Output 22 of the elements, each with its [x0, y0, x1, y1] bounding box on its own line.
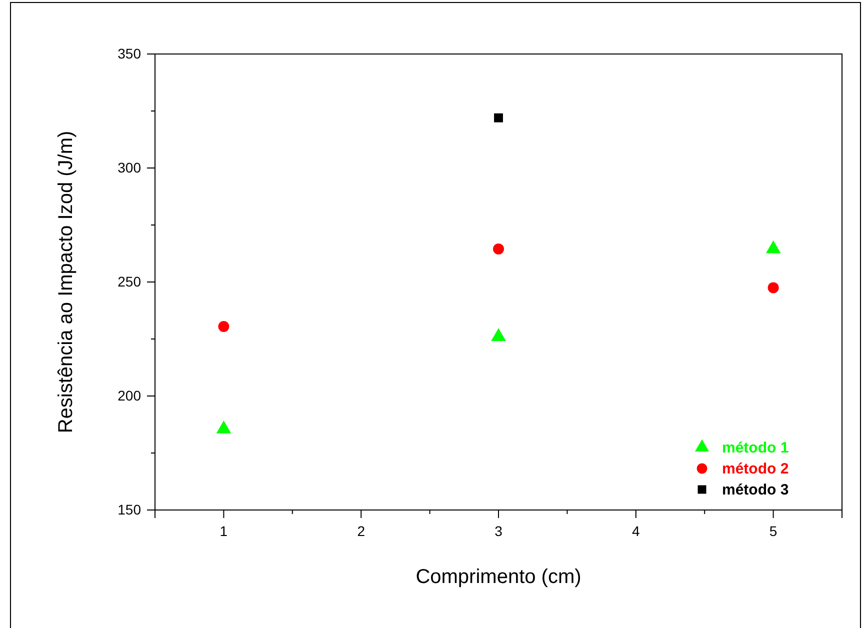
point — [768, 282, 779, 294]
y-tick-label: 250 — [118, 273, 142, 290]
x-tick-label: 2 — [357, 522, 366, 539]
point — [218, 320, 230, 332]
legend-label: método 1 — [722, 440, 789, 456]
legend-label: método 2 — [722, 460, 789, 478]
y-tick-label: 350 — [118, 45, 142, 62]
x-tick-label: 1 — [220, 522, 228, 539]
y-tick-label: 150 — [118, 501, 142, 518]
y-tick-label: 200 — [118, 387, 142, 404]
point — [491, 328, 506, 341]
y-tick-label: 300 — [118, 159, 142, 176]
x-tick-label: 3 — [494, 522, 503, 539]
x-tick-label: 4 — [632, 522, 640, 539]
x-axis-title: Comprimento (cm) — [416, 566, 582, 588]
point — [493, 243, 504, 254]
point — [766, 240, 781, 254]
legend-label: método 3 — [722, 482, 789, 498]
y-axis-title: Resistência ao Impacto Izod (J/m) — [55, 130, 77, 434]
point — [216, 420, 232, 434]
point — [494, 113, 503, 122]
x-tick-label: 5 — [769, 522, 778, 539]
